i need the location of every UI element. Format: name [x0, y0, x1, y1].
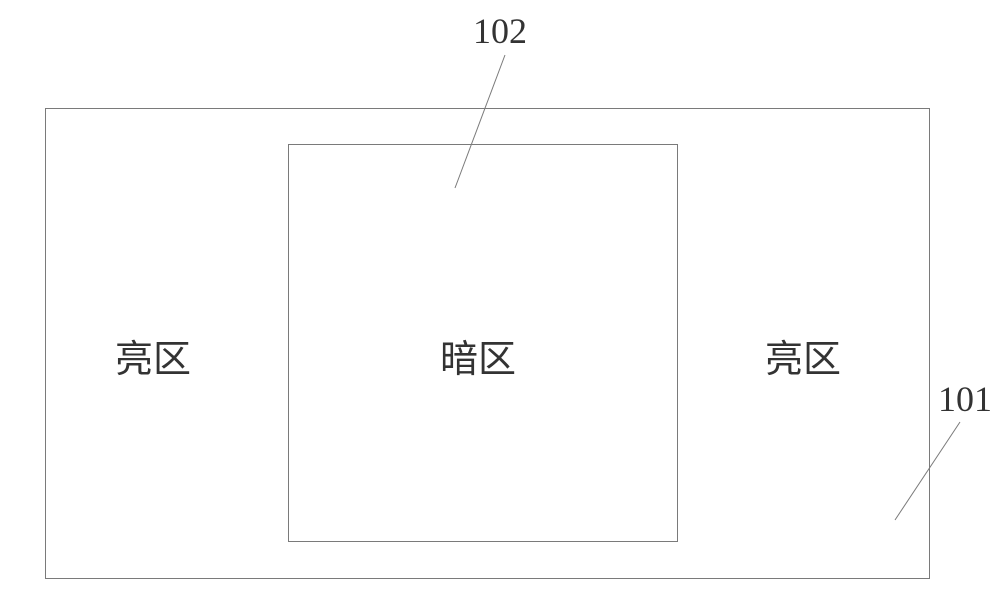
label-right-bright: 亮区: [765, 328, 841, 383]
callout-number-102: 102: [473, 10, 527, 52]
callout-number-101: 101: [938, 378, 992, 420]
label-center-dark: 暗区: [440, 328, 516, 383]
label-left-bright: 亮区: [115, 328, 191, 383]
